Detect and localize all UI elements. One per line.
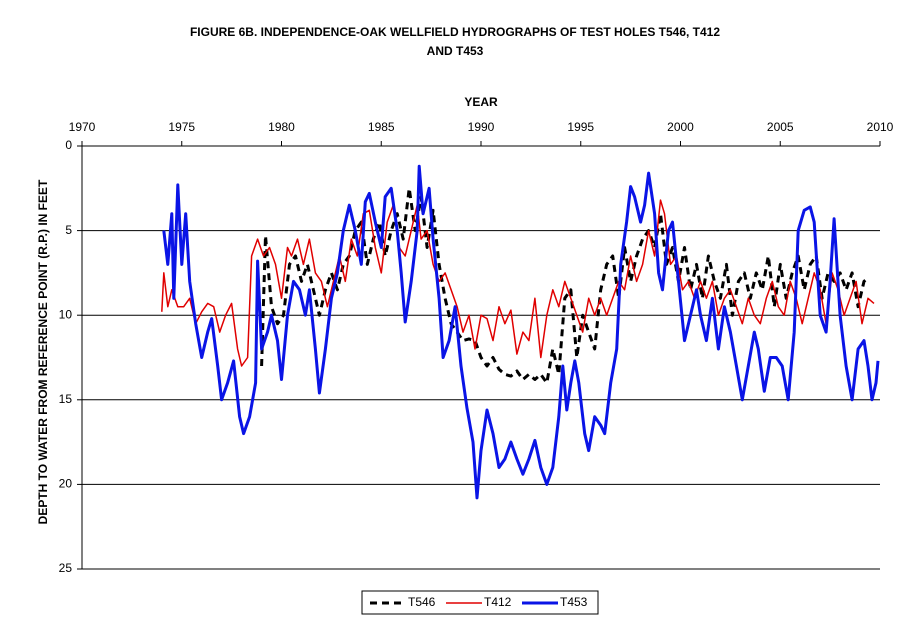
legend-label: T412 [484, 595, 512, 609]
y-tick-label: 0 [65, 138, 72, 152]
x-tick-label: 1970 [69, 120, 96, 134]
legend-label: T546 [408, 595, 436, 609]
x-tick-label: 2005 [767, 120, 794, 134]
x-tick-label: 2010 [867, 120, 894, 134]
chart-title: AND T453 [427, 44, 484, 58]
x-tick-label: 2000 [667, 120, 694, 134]
y-tick-label: 10 [59, 307, 73, 321]
series-line [162, 164, 880, 500]
y-tick-label: 20 [59, 477, 73, 491]
x-tick-label: 1975 [168, 120, 195, 134]
x-axis-label: YEAR [464, 95, 498, 109]
x-tick-label: 1980 [268, 120, 295, 134]
series-line [161, 199, 875, 367]
y-tick-label: 5 [65, 223, 72, 237]
y-tick-label: 25 [59, 561, 73, 575]
y-tick-label: 15 [59, 392, 73, 406]
x-tick-label: 1990 [468, 120, 495, 134]
series-line [260, 186, 869, 385]
x-tick-label: 1995 [567, 120, 594, 134]
y-axis-label: DEPTH TO WATER FROM REFERENCE POINT (R.P… [36, 179, 50, 524]
legend-label: T453 [560, 595, 588, 609]
chart-title: FIGURE 6B. INDEPENDENCE-OAK WELLFIELD HY… [190, 25, 720, 39]
x-tick-label: 1985 [368, 120, 395, 134]
